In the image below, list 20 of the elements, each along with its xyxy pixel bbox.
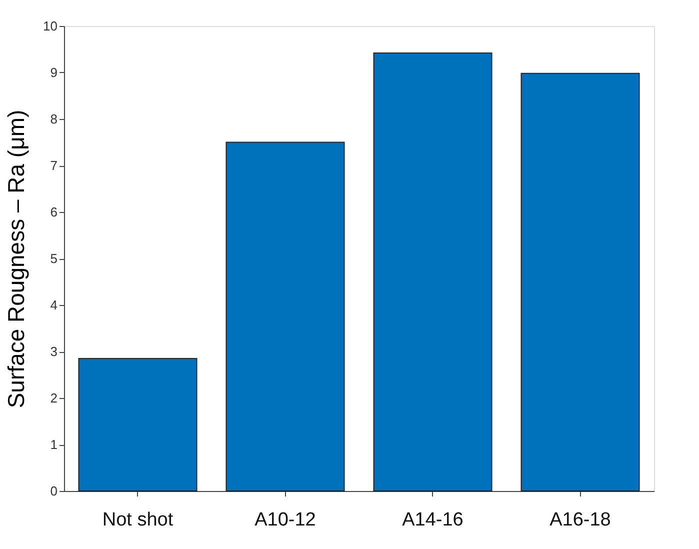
bar bbox=[520, 72, 640, 492]
y-axis-title: Surface Rougness – Ra (μm) bbox=[3, 110, 30, 408]
y-tick-label: 8 bbox=[50, 112, 58, 126]
y-tick-label: 3 bbox=[50, 344, 58, 359]
bar bbox=[78, 358, 198, 492]
x-tick-label: A10-12 bbox=[254, 510, 316, 530]
y-tick-label: 2 bbox=[50, 390, 58, 406]
y-tick-label: 1 bbox=[50, 437, 58, 452]
y-tick-label: 6 bbox=[50, 204, 58, 220]
y-tick-label: 9 bbox=[50, 65, 58, 80]
x-tick-label: A14-16 bbox=[402, 510, 464, 530]
y-tick-label: 5 bbox=[50, 251, 58, 266]
bar bbox=[226, 142, 345, 492]
y-tick-label: 4 bbox=[50, 298, 58, 312]
y-tick-label: 7 bbox=[50, 158, 58, 173]
y-tick-label: 10 bbox=[43, 18, 58, 34]
bar bbox=[373, 52, 492, 492]
x-tick-label: A16-18 bbox=[550, 510, 611, 530]
x-tick-label: Not shot bbox=[102, 510, 174, 530]
y-tick-label: 0 bbox=[50, 484, 58, 498]
